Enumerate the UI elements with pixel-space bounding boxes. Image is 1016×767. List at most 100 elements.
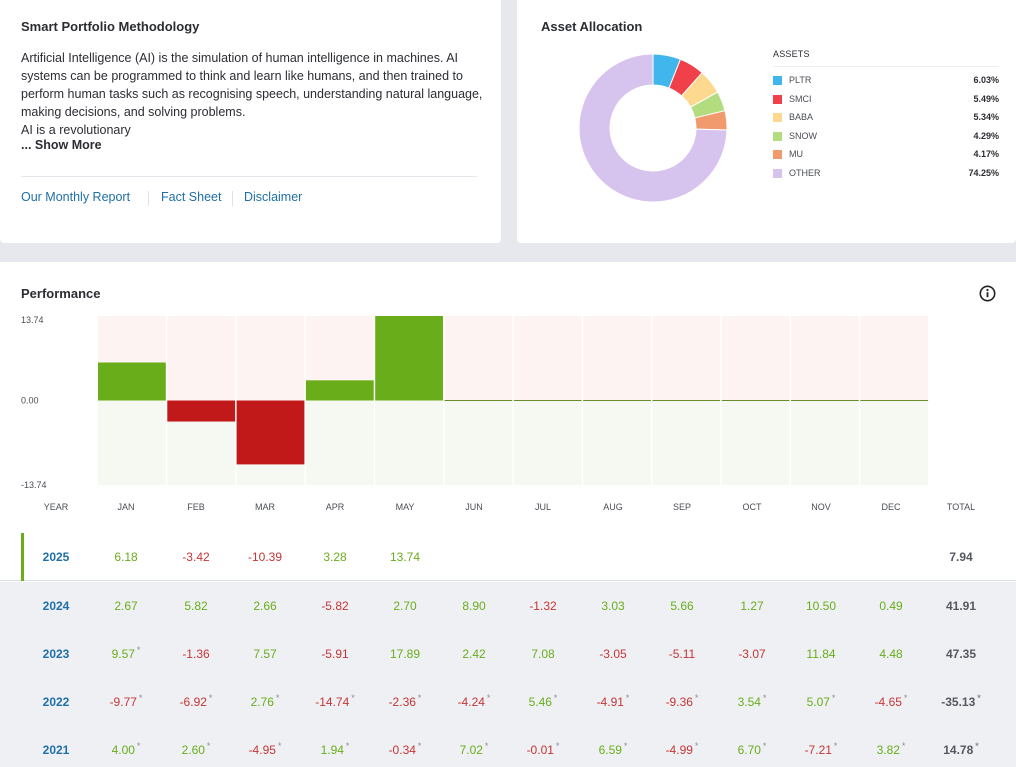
column-header-sep: SEP	[672, 502, 691, 512]
table-row: 2024 2.67 5.82 2.66 -5.82 2.70 8.90 -1.32 3.03 5.…	[0, 582, 1016, 630]
return-value: 5.82	[184, 599, 208, 613]
return-value: 1.94	[320, 743, 344, 757]
return-value: 6.70	[737, 743, 761, 757]
month-return-cell: 3.54 *	[719, 693, 785, 709]
info-circle-icon[interactable]	[979, 285, 996, 302]
year-total-cell: 7.94	[928, 550, 994, 564]
year-link[interactable]: 2024	[42, 599, 70, 613]
column-header-aug: AUG	[603, 502, 623, 512]
month-return-cell: 8.90	[441, 599, 507, 613]
link-separator	[148, 191, 149, 206]
chart-column-bg-upper	[652, 316, 721, 401]
bar-jan[interactable]	[98, 362, 166, 401]
year-link[interactable]: 2022	[42, 695, 70, 709]
return-value: -5.91	[321, 647, 349, 661]
bar-apr[interactable]	[305, 380, 374, 401]
return-value: -5.82	[321, 599, 349, 613]
bar-jun[interactable]	[444, 400, 513, 401]
asterisk-marker: *	[206, 741, 211, 751]
return-value: 2.70	[393, 599, 417, 613]
month-return-cell: -6.92 *	[163, 693, 229, 709]
asset-legend-item: MU 4.17%	[773, 147, 999, 166]
month-return-cell: 11.84	[788, 647, 854, 661]
month-return-cell: 2.42	[441, 647, 507, 661]
monthly-report-link[interactable]: Our Monthly Report	[21, 190, 131, 204]
return-value: 2.67	[114, 599, 138, 613]
return-value: 17.89	[389, 647, 421, 661]
asset-name: OTHER	[789, 167, 821, 178]
total-value: 41.91	[945, 599, 977, 613]
bar-aug[interactable]	[583, 400, 651, 401]
legend-swatch	[773, 131, 782, 141]
column-header-jul: JUL	[534, 502, 551, 512]
return-value: -10.39	[247, 550, 283, 564]
month-return-cell: 3.82 *	[858, 741, 924, 757]
return-value: -4.24	[457, 695, 485, 709]
total-value: 14.78	[943, 743, 974, 757]
month-return-cell: -9.36 *	[649, 693, 715, 709]
month-return-cell: -4.65 *	[858, 693, 924, 709]
return-value: 6.59	[598, 743, 622, 757]
month-return-cell: -3.42	[163, 550, 229, 564]
chart-column-bg-lower	[444, 400, 513, 485]
link-separator	[232, 191, 233, 206]
month-return-cell: 6.18	[93, 550, 159, 564]
return-value: 11.84	[806, 647, 836, 661]
month-return-cell: -4.24 *	[441, 693, 507, 709]
asterisk-marker: *	[901, 741, 906, 751]
year-link[interactable]: 2025	[42, 550, 70, 564]
asterisk-marker: *	[831, 693, 836, 703]
asset-percentage: 6.03%	[973, 75, 999, 85]
bar-oct[interactable]	[721, 400, 790, 401]
month-return-cell: 3.28	[302, 550, 368, 564]
asset-name: SNOW	[789, 130, 817, 141]
month-return-cell: 4.00 *	[93, 741, 159, 757]
asset-legend-item: BABA 5.34%	[773, 110, 999, 129]
bar-mar[interactable]	[236, 400, 305, 465]
asterisk-marker: *	[351, 693, 355, 703]
return-value: 10.50	[805, 599, 837, 613]
month-return-cell: 6.59 *	[580, 741, 646, 757]
year-link[interactable]: 2023	[42, 647, 70, 661]
legend-swatch	[773, 113, 782, 122]
return-value: 4.48	[879, 647, 903, 661]
bar-dec[interactable]	[860, 400, 929, 401]
month-return-cell: -7.21 *	[788, 741, 854, 757]
bar-nov[interactable]	[791, 400, 859, 401]
methodology-paragraph-continued: AI is a revolutionary	[21, 123, 131, 137]
bar-jul[interactable]	[513, 400, 582, 401]
year-total-cell: 47.35	[928, 647, 994, 661]
return-value: 3.28	[323, 550, 347, 564]
return-value: -0.34	[388, 743, 416, 757]
year-total-cell: -35.13 *	[928, 693, 994, 709]
chart-column-bg-lower	[375, 400, 443, 485]
month-return-cell: 0.49	[858, 599, 924, 613]
legend-swatch	[773, 168, 782, 178]
return-value: 3.54	[737, 695, 761, 709]
chart-column-bg-upper	[444, 316, 513, 401]
donut-slice-other[interactable]	[578, 53, 728, 203]
bar-may[interactable]	[375, 316, 443, 401]
chart-column-bg-lower	[652, 400, 721, 485]
show-more-link[interactable]: ... Show More	[21, 138, 102, 152]
asterisk-marker: *	[623, 741, 628, 751]
column-header-mar: MAR	[255, 502, 275, 512]
disclaimer-link[interactable]: Disclaimer	[244, 190, 303, 204]
return-value: 2.42	[462, 647, 486, 661]
column-header-apr: APR	[325, 502, 345, 512]
column-header-oct: OCT	[742, 502, 762, 512]
return-value: 0.49	[879, 599, 903, 613]
performance-card: Performance 13.74 0.00 -13.74 YEAR JAN FEB MA…	[0, 262, 1016, 767]
bar-feb[interactable]	[167, 400, 236, 422]
chart-column-bg-lower	[305, 400, 374, 485]
assets-header: ASSETS	[773, 49, 810, 59]
methodology-text: Artificial Intelligence (AI) is the simu…	[21, 49, 483, 139]
year-link[interactable]: 2021	[42, 743, 70, 757]
fact-sheet-link[interactable]: Fact Sheet	[161, 190, 222, 204]
y-axis-tick-label: -13.74	[21, 480, 47, 488]
bar-sep[interactable]	[652, 400, 721, 401]
asset-name: MU	[789, 149, 803, 159]
month-return-cell: -0.01 *	[510, 741, 576, 757]
return-value: 7.02	[459, 743, 483, 757]
asterisk-marker: *	[694, 741, 699, 751]
